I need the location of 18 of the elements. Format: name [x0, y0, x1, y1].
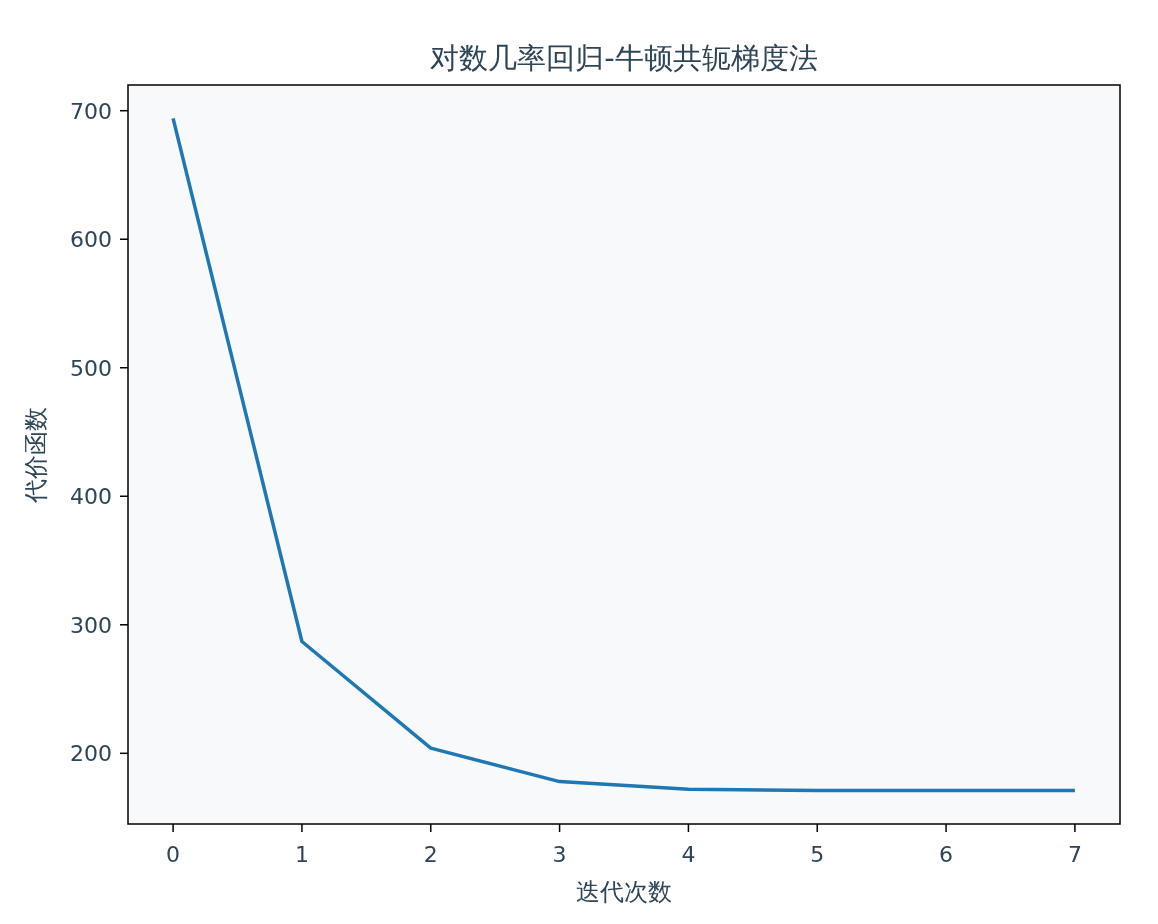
x-tick-label: 1 — [294, 842, 309, 867]
y-tick-label: 600 — [70, 227, 112, 253]
x-tick-label: 5 — [810, 842, 825, 867]
chart-title: 对数几率回归-牛顿共轭梯度法 — [430, 41, 818, 75]
x-tick-label: 2 — [423, 842, 438, 867]
line-series — [171, 116, 1077, 793]
x-axis-title: 迭代次数 — [576, 878, 672, 906]
y-tick-label: 500 — [70, 355, 112, 381]
x-tick-label: 4 — [681, 842, 696, 867]
y-tick-label: 400 — [70, 484, 112, 510]
y-axis-title: 代价函数 — [22, 406, 50, 504]
y-tick-label: 700 — [70, 98, 112, 124]
x-tick-label: 3 — [552, 842, 567, 867]
x-tick-label: 0 — [166, 842, 181, 867]
y-tick-label: 300 — [70, 612, 112, 638]
x-tick-label: 7 — [1067, 842, 1082, 867]
y-tick-label: 200 — [70, 741, 112, 767]
x-tick-label: 6 — [939, 842, 954, 867]
